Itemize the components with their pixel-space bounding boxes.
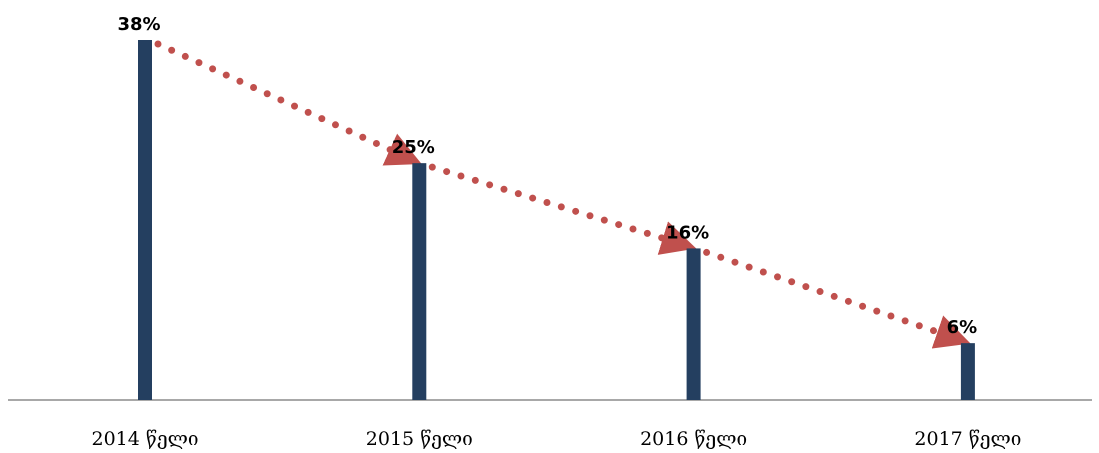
value-label: 6% xyxy=(947,317,978,338)
x-tick-label: 2014 წელი xyxy=(92,428,199,450)
trend-arrow xyxy=(428,163,697,255)
bar xyxy=(138,40,152,400)
bar xyxy=(686,248,701,400)
trend-arrow xyxy=(703,248,971,349)
value-label: 16% xyxy=(666,222,709,243)
value-label: 38% xyxy=(117,14,160,35)
value-label: 25% xyxy=(392,137,435,158)
x-tick-label: 2015 წელი xyxy=(366,428,473,450)
x-tick-label: 2017 წელი xyxy=(914,428,1021,450)
x-tick-label: 2016 წელი xyxy=(640,428,747,450)
bar xyxy=(412,163,427,400)
trend-arrow xyxy=(154,40,422,166)
bar xyxy=(960,343,975,400)
